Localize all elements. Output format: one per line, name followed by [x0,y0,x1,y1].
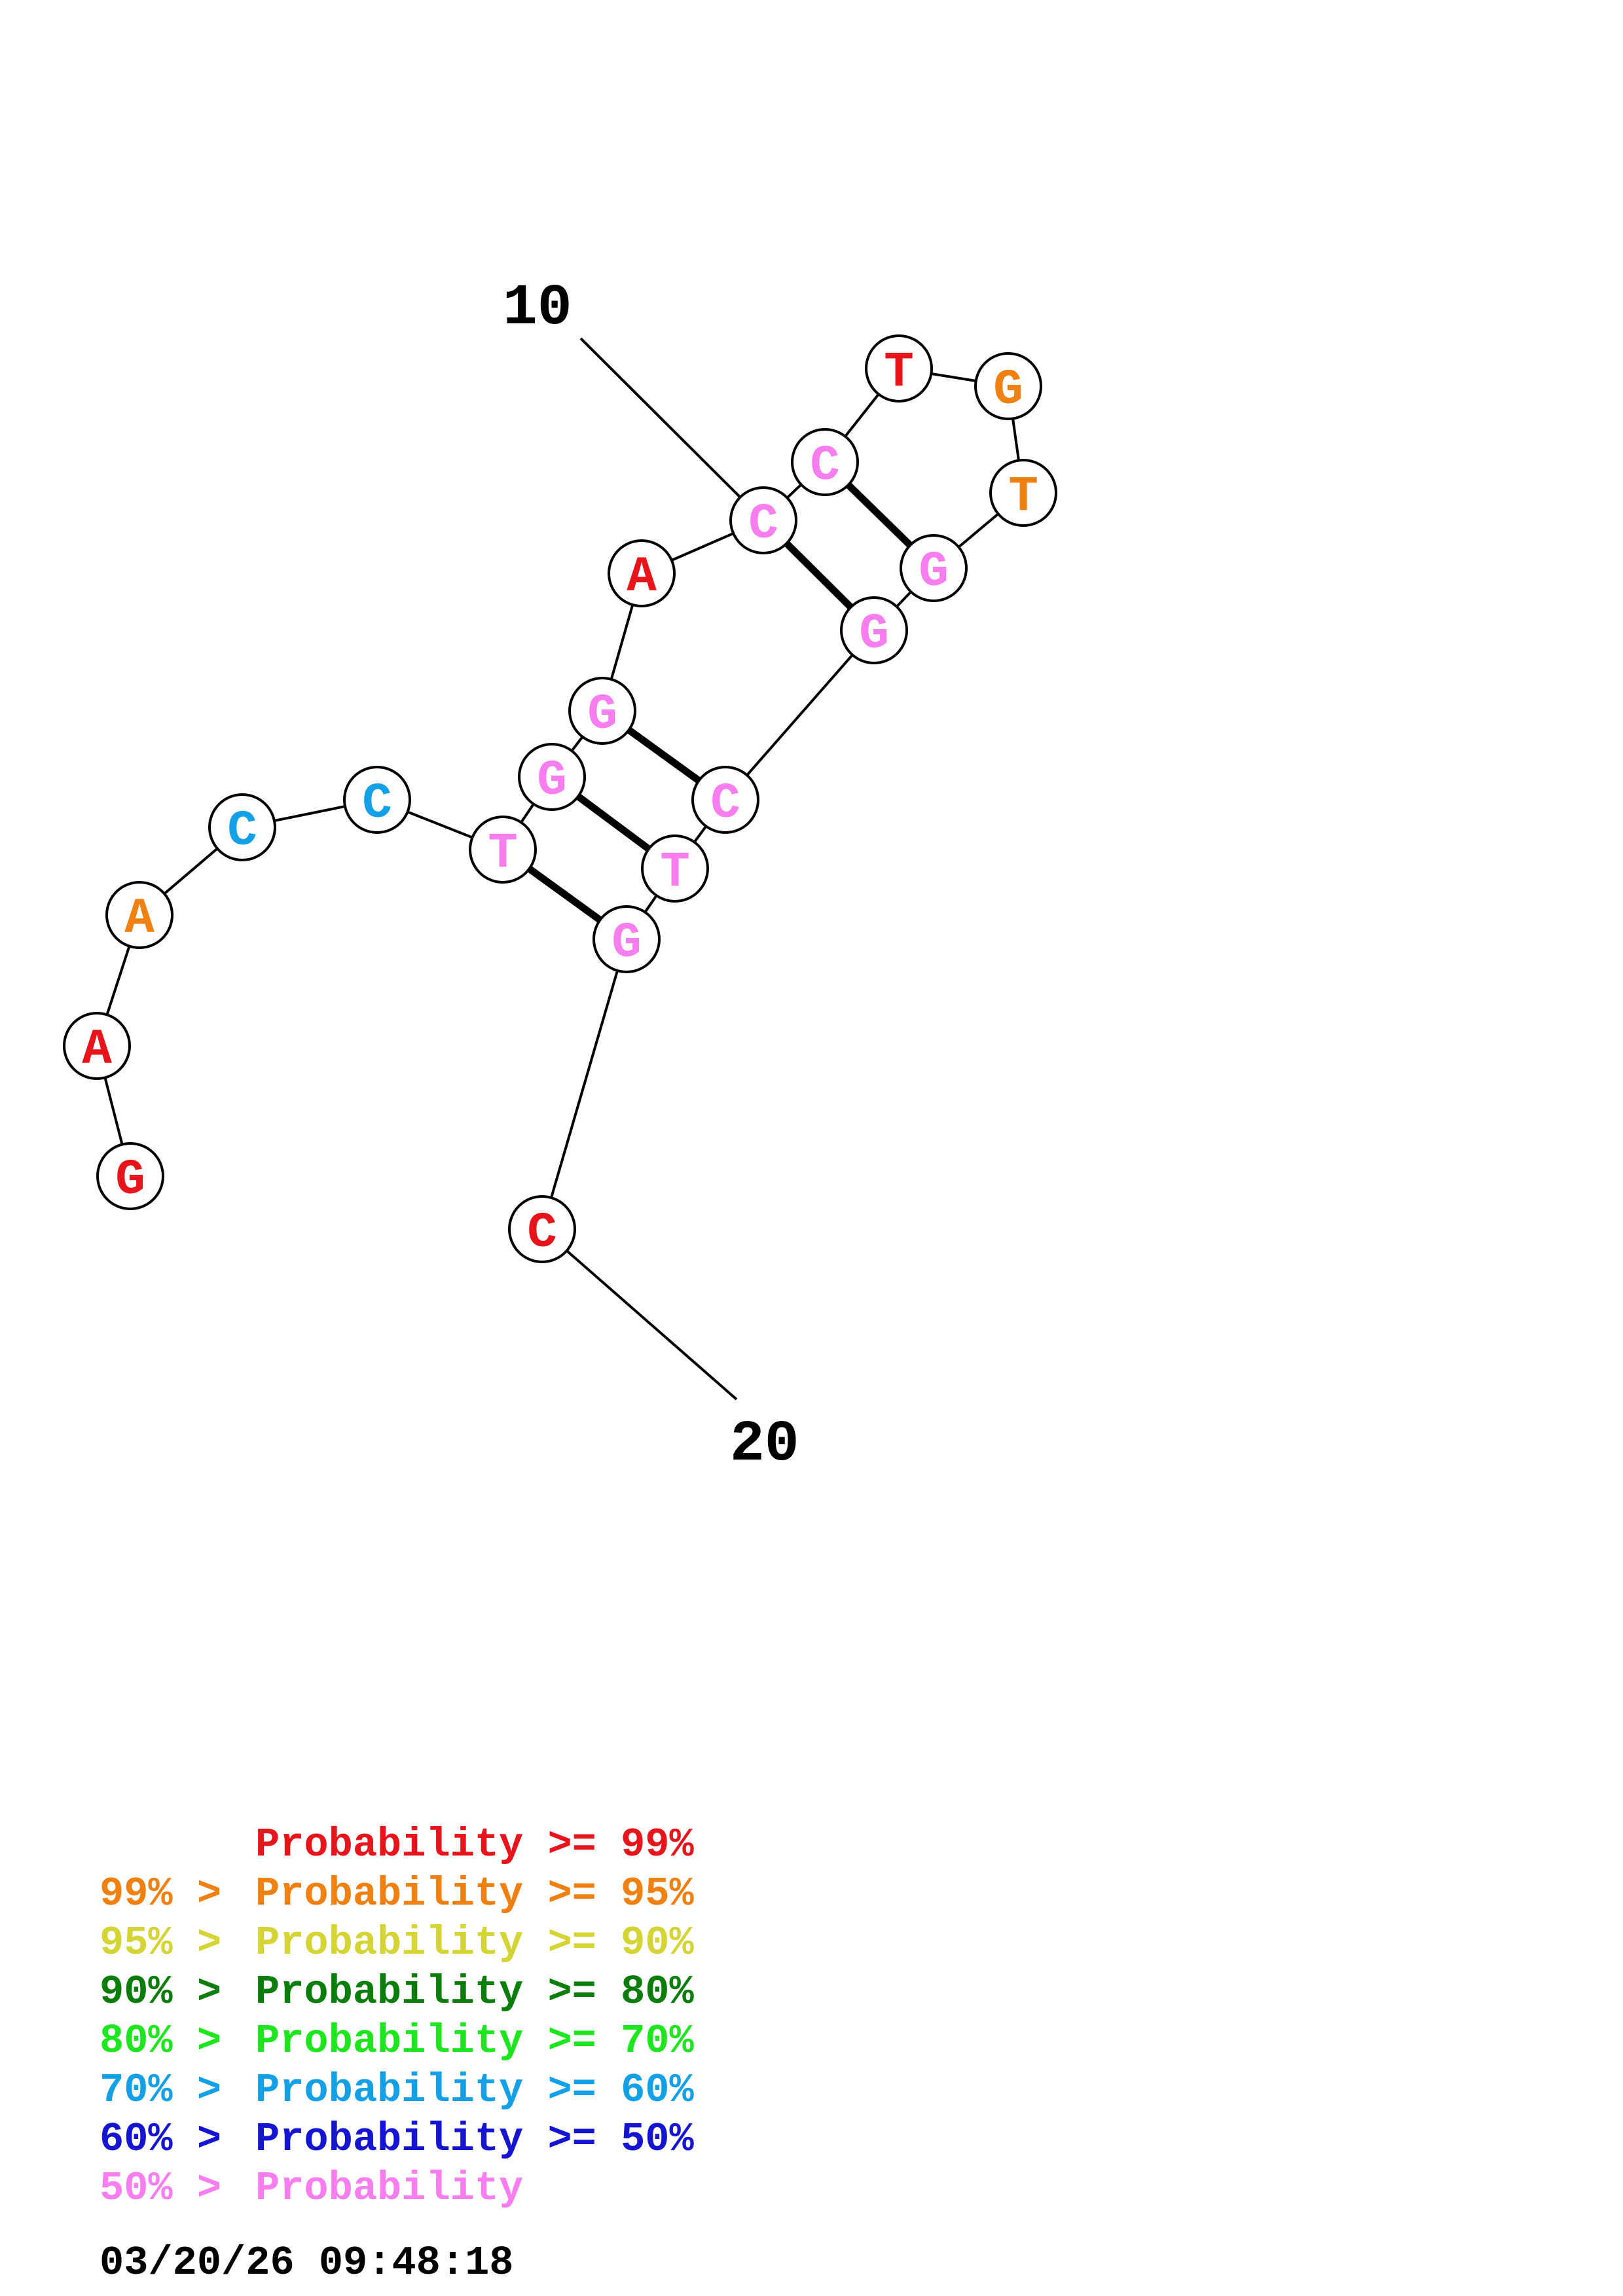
nucleotide-5: C [343,766,411,834]
base-pair-bonds [500,459,936,942]
legend-row-label: Probability >= 60% [255,2067,695,2113]
legend-row-label: Probability >= 80% [255,1969,695,2015]
legend-row-prefix: 99% > [100,1871,246,1917]
nucleotide-17: C [691,766,759,834]
number-tick-lines [541,337,765,1401]
nucleotide-letter: C [362,776,392,832]
nucleotide-19: G [593,905,661,973]
nucleotide-letter: A [82,1022,112,1078]
timestamp: 03/20/26 09:48:18 [100,2240,514,2286]
nucleotide-9: A [608,539,676,607]
legend-row-prefix: 50% > [100,2165,246,2212]
probability-legend: Probability >= 99%99% > Probability >= 9… [100,1821,695,2212]
legend-row-prefix: 60% > [100,2116,246,2162]
nucleotide-letter: C [748,496,778,552]
legend-row-label: Probability >= 99% [255,1821,695,1868]
nucleotide-11: C [791,428,859,496]
nucleotide-circle [568,677,636,745]
nucleotide-8: G [568,677,636,745]
nucleotide-1: G [96,1142,164,1210]
nucleotide-14: T [989,459,1057,527]
nucleotide-letter: C [527,1205,557,1261]
nucleotide-circle [593,905,661,973]
nucleotide-20: C [508,1195,576,1263]
nucleotide-letter: C [710,776,740,832]
nucleotide-10: C [729,486,797,554]
nucleotide-letter: T [488,825,518,882]
nucleotide-circle [518,743,586,811]
nucleotide-3: A [105,881,173,949]
nucleotide-2: A [63,1012,131,1080]
nucleotide-6: T [469,816,537,884]
nucleotide-letter: T [884,344,914,401]
nucleotide-circle [900,534,968,602]
nucleotide-circle [105,881,173,949]
nucleotide-circle [508,1195,576,1263]
nucleotide-circle [865,334,933,403]
nucleotide-circle [641,834,709,903]
nucleotide-circle [469,816,537,884]
nucleotide-4: C [208,793,276,861]
nucleotide-letter: C [810,438,840,494]
nucleotide-circle [63,1012,131,1080]
nucleotide-circle [989,459,1057,527]
nucleotide-letter: T [660,844,690,901]
legend-row-prefix: 70% > [100,2067,246,2113]
nucleotide-circle [343,766,411,834]
nucleotide-12: T [865,334,933,403]
nucleotide-18: T [641,834,709,903]
nucleotide-letter: G [993,362,1023,418]
nucleotide-7: G [518,743,586,811]
nucleotide-letter: T [1008,469,1038,525]
nucleotide-letter: G [919,544,949,600]
nucleotide-letter: A [124,891,155,947]
number-label-10: 10 [503,276,572,341]
nucleotide-circle [691,766,759,834]
nucleotide-letter: G [115,1152,145,1208]
nucleotide-circle [791,428,859,496]
nucleotide-letter: C [227,803,257,859]
nucleotide-circle [208,793,276,861]
nucleotide-circle [840,596,908,664]
legend-row-label: Probability >= 95% [255,1871,695,1917]
nucleotide-15: G [900,534,968,602]
nucleotide-circle [608,539,676,607]
nucleotide-letter: G [859,606,889,662]
legend-row-prefix: 90% > [100,1969,246,2015]
legend-row-label: Probability [255,2165,523,2212]
nucleotide-circle [96,1142,164,1210]
legend-row-label: Probability >= 50% [255,2116,695,2162]
number-label-20: 20 [730,1412,799,1477]
legend-row-prefix: 80% > [100,2018,246,2064]
legend-row-label: Probability >= 90% [255,1920,695,1966]
legend-row-prefix: 95% > [100,1920,246,1966]
nucleotide-letter: G [587,687,617,743]
nucleotide-16: G [840,596,908,664]
nucleotide-13: G [974,352,1042,420]
nucleotide-circle [729,486,797,554]
nucleotide-letter: G [611,915,642,971]
nucleotide-letter: A [627,549,657,605]
nucleotide-letter: G [537,753,567,809]
legend-row-label: Probability >= 70% [255,2018,695,2064]
nucleotide-circle [974,352,1042,420]
